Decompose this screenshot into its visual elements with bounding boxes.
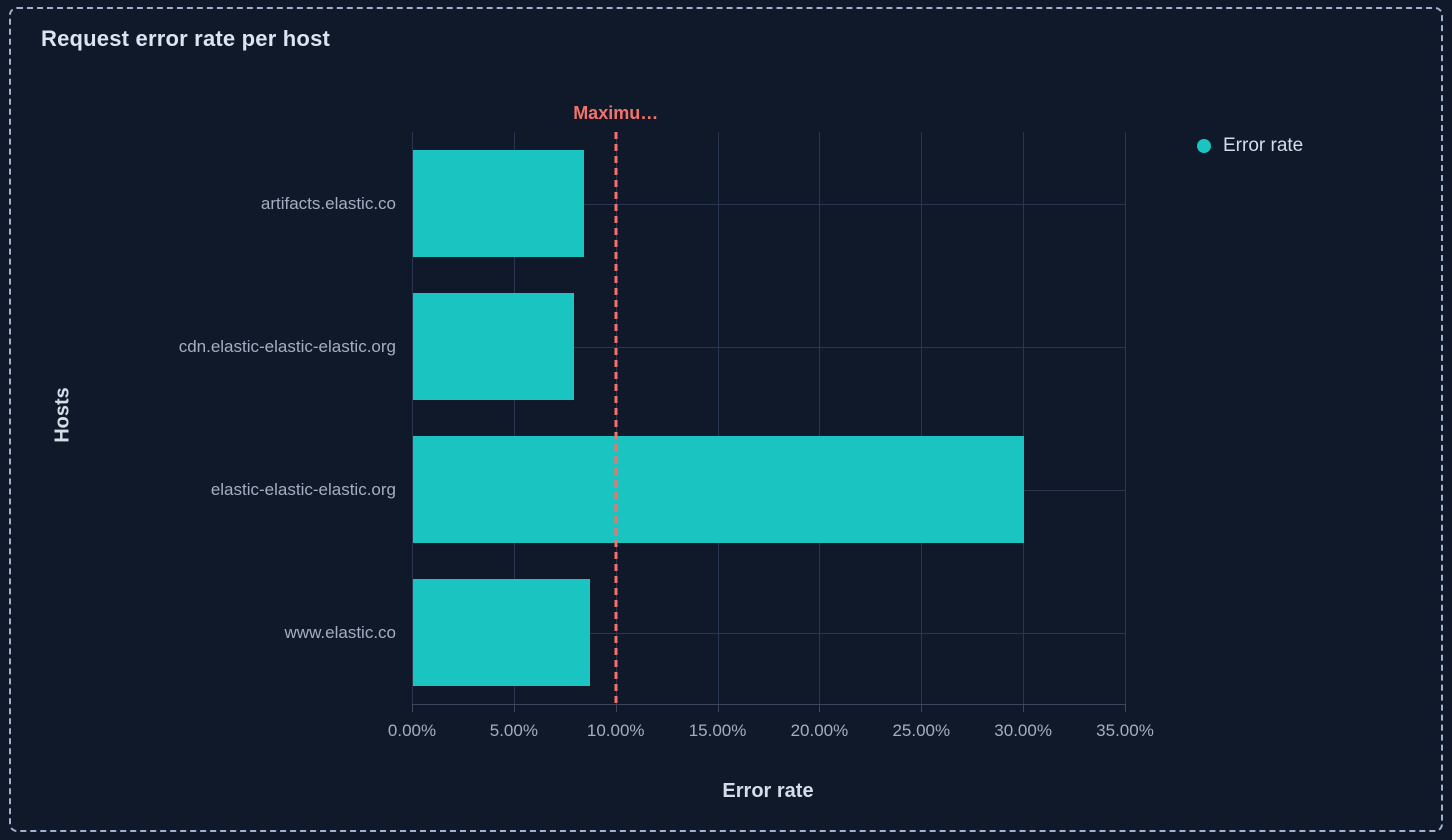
vertical-gridline	[921, 132, 923, 704]
bar-www.elastic.co[interactable]	[413, 579, 591, 686]
bar-artifacts.elastic.co[interactable]	[413, 150, 585, 257]
x-axis-tick	[819, 704, 821, 712]
x-axis-title: Error rate	[722, 780, 814, 802]
panel-title: Request error rate per host	[41, 26, 331, 51]
x-tick-label: 10.00%	[586, 721, 645, 740]
x-axis-tick	[1023, 704, 1025, 712]
vertical-gridline	[412, 132, 413, 704]
x-tick-label: 0.00%	[387, 721, 437, 740]
annotation-line-label[interactable]: Maximu…	[573, 103, 659, 123]
x-tick-label: 35.00%	[1096, 721, 1154, 740]
y-category-label: elastic-elastic-elastic.org	[210, 480, 396, 499]
vertical-gridline	[819, 132, 821, 704]
horizontal-gridline	[412, 203, 1125, 205]
x-axis-tick	[921, 704, 923, 712]
x-tick-label: 25.00%	[892, 721, 951, 740]
y-category-label: artifacts.elastic.co	[260, 194, 396, 213]
x-axis-tick	[513, 704, 515, 712]
legend-series-label: Error rate	[1223, 135, 1304, 156]
chart-panel[interactable]: Request error rate per host Hosts artifa…	[9, 7, 1443, 832]
bar-cdn.elastic-elastic-elastic.org[interactable]	[413, 293, 574, 400]
horizontal-gridline	[412, 632, 1125, 634]
horizontal-gridline	[412, 346, 1125, 348]
x-tick-label: 15.00%	[688, 721, 747, 740]
vertical-gridline	[1023, 132, 1025, 704]
x-axis-line	[412, 704, 1126, 705]
x-tick-label: 5.00%	[489, 721, 538, 740]
plot-area	[412, 132, 1126, 704]
legend-item-error-rate[interactable]: Error rate	[1197, 135, 1303, 157]
vertical-gridline	[1125, 132, 1126, 704]
y-category-label: www.elastic.co	[284, 623, 396, 642]
vertical-gridline	[717, 132, 719, 704]
vertical-gridline	[513, 132, 515, 704]
x-tick-label: 20.00%	[790, 721, 849, 740]
x-axis-tick	[1125, 704, 1126, 712]
x-axis-tick	[412, 704, 413, 712]
bar-elastic-elastic-elastic.org[interactable]	[413, 436, 1025, 543]
y-category-label: cdn.elastic-elastic-elastic.org	[178, 337, 396, 356]
legend-series-dot-icon	[1197, 139, 1211, 153]
x-axis-tick	[717, 704, 719, 712]
x-axis-tick	[615, 704, 617, 712]
threshold-annotation-line[interactable]	[614, 132, 618, 704]
x-tick-label: 30.00%	[994, 721, 1052, 740]
